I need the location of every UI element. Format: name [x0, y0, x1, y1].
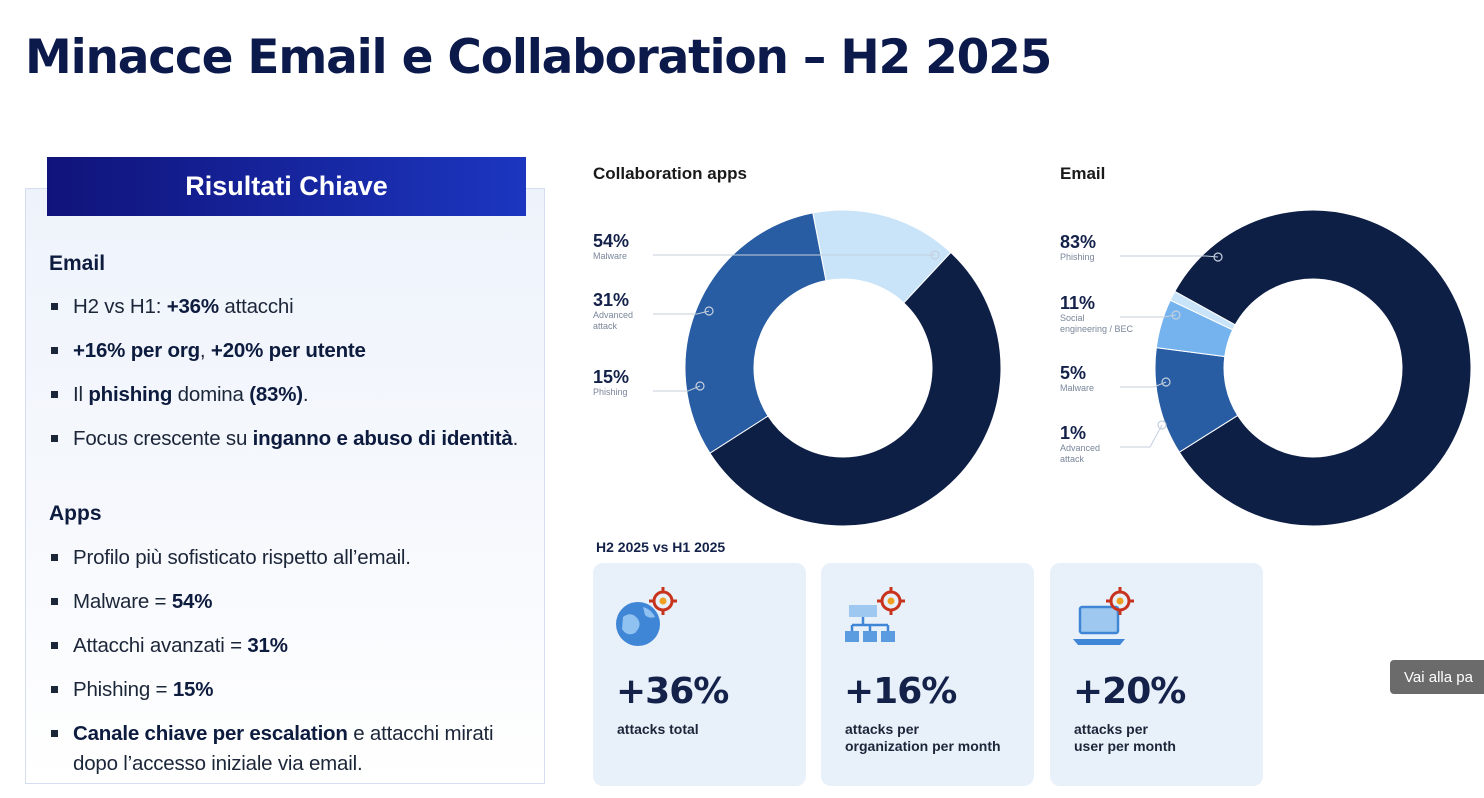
leader-dot: [1161, 377, 1171, 387]
donut-slice: [709, 251, 1002, 527]
donut-label-percent: 31%: [593, 290, 630, 310]
finding-text: Focus crescente su: [73, 427, 253, 450]
leader-dot: [1171, 310, 1181, 320]
leader-dot: [1157, 420, 1167, 430]
finding-text: (83%): [249, 383, 303, 406]
stat-caption: attacks total: [617, 721, 699, 737]
email-chart-title: Email: [1060, 164, 1106, 183]
finding-text: .: [512, 427, 519, 450]
finding-item: Focus crescente su inganno e abuso di id…: [49, 424, 519, 454]
finding-item: Profilo più sofisticato rispetto all’ema…: [49, 543, 519, 573]
finding-text: Phishing =: [73, 678, 173, 701]
finding-text: Malware =: [73, 590, 172, 613]
leader-dot: [1213, 252, 1223, 262]
page-title: Minacce Email e Collaboration – H2 2025: [25, 30, 1052, 85]
donut-label-category: Advanced attack: [1060, 443, 1101, 464]
stat-value: +16%: [844, 671, 957, 712]
donut-label: 5% Malware: [1060, 363, 1094, 394]
finding-item: +16% per org, +20% per utente: [49, 336, 519, 366]
donut-label-percent: 5%: [1060, 363, 1087, 383]
donut-label: 11% Social engineering / BEC: [1060, 293, 1133, 335]
key-results-panel: [25, 188, 545, 784]
finding-text: e attacchi mirati dopo l’accesso inizial…: [73, 722, 494, 775]
donut-label: 83% Phishing: [1060, 232, 1096, 263]
donut-label-percent: 54%: [593, 231, 630, 251]
finding-text: Il: [73, 383, 89, 406]
finding-item: Malware = 54%: [49, 587, 519, 617]
donut-label-category: Phishing: [593, 387, 628, 397]
donut-label: 15% Phishing: [593, 367, 629, 398]
email-findings-list: H2 vs H1: +36% attacchi +16% per org, +20…: [49, 292, 519, 468]
finding-text: 31%: [247, 634, 288, 657]
donut-label-category: Phishing: [1060, 252, 1095, 262]
stat-caption: attacks per organization per month: [845, 721, 1001, 754]
stat-caption: attacks per user per month: [1074, 721, 1176, 754]
globe-target-icon: [616, 587, 677, 646]
finding-text: H2 vs H1:: [73, 295, 167, 318]
leader-dot: [704, 306, 714, 316]
finding-text: +36%: [166, 295, 219, 318]
finding-text: Canale chiave per escalation: [73, 722, 348, 745]
donut-label-category: Malware: [593, 251, 628, 261]
donut-label: 31% Advanced attack: [593, 290, 633, 332]
donut-slice: [1169, 290, 1236, 331]
donut-label-percent: 11%: [1060, 293, 1096, 313]
donut-label-percent: 1%: [1060, 423, 1087, 443]
finding-text: 15%: [172, 678, 214, 701]
finding-text: domina: [172, 383, 250, 406]
finding-item: Phishing = 15%: [49, 675, 519, 705]
finding-item: H2 vs H1: +36% attacchi: [49, 292, 519, 322]
email-section-heading: Email: [49, 252, 106, 275]
stat-card-user: +20% attacks per user per month: [1050, 563, 1263, 786]
donut-slice: [684, 212, 827, 454]
org-chart-target-icon: [845, 587, 905, 642]
donut-label-percent: 83%: [1060, 232, 1097, 252]
finding-text: inganno e abuso di identità: [252, 427, 513, 450]
comparison-heading: H2 2025 vs H1 2025: [596, 539, 726, 555]
donut-label: 54% Malware: [593, 231, 629, 262]
finding-text: .: [302, 383, 309, 406]
stat-value: +36%: [616, 671, 729, 712]
donut-label-percent: 15%: [593, 367, 630, 387]
laptop-target-icon: [1073, 587, 1134, 645]
finding-item: Il phishing domina (83%).: [49, 380, 519, 410]
donut-slice: [812, 209, 952, 304]
stat-value: +20%: [1073, 671, 1186, 712]
stat-card-organization: +16% attacks per organization per month: [821, 563, 1034, 786]
finding-text: Attacchi avanzati =: [73, 634, 248, 657]
donut-slice: [1174, 209, 1472, 527]
finding-text: 54%: [171, 590, 213, 613]
stat-card-total: +36% attacks total: [593, 563, 806, 786]
finding-text: Profilo più sofisticato rispetto all’ema…: [73, 546, 411, 569]
finding-text: +16% per org: [73, 339, 200, 362]
finding-item: Canale chiave per escalation e attacchi …: [49, 719, 519, 779]
finding-item: Attacchi avanzati = 31%: [49, 631, 519, 661]
leader-line: [1120, 424, 1163, 448]
finding-text: ,: [199, 339, 211, 362]
finding-text: attacchi: [218, 295, 294, 318]
leader-dot: [695, 381, 705, 391]
donut-label-category: Malware: [1060, 383, 1095, 393]
key-results-header: Risultati Chiave: [47, 157, 526, 216]
apps-findings-list: Profilo più sofisticato rispetto all’ema…: [49, 543, 519, 793]
apps-section-heading: Apps: [49, 502, 102, 525]
donut-label-category: Social engineering / BEC: [1060, 313, 1134, 334]
leader-dot: [930, 250, 940, 260]
donut-label: 1% Advanced attack: [1060, 423, 1100, 465]
collaboration-chart-title: Collaboration apps: [593, 164, 747, 183]
finding-text: phishing: [88, 383, 173, 406]
donut-label-category: Advanced attack: [593, 310, 634, 331]
navigation-tooltip: Vai alla pa: [1390, 660, 1484, 694]
finding-text: +20% per utente: [210, 339, 366, 362]
